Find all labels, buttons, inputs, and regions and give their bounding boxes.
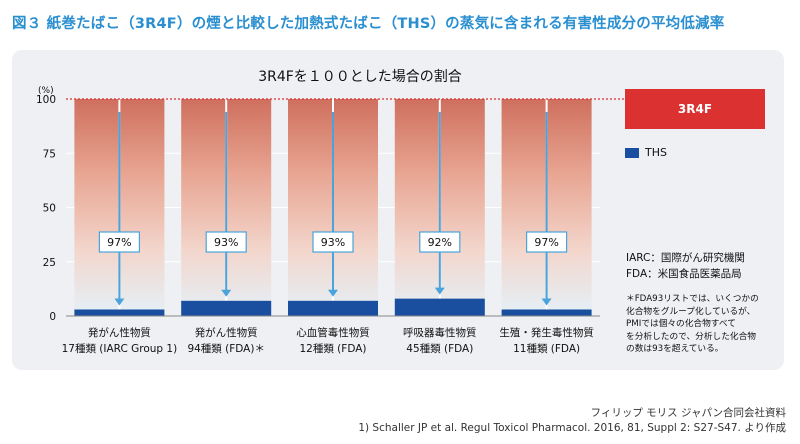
legend-3r4f-label: 3R4F	[677, 102, 713, 116]
x-category-sublabel: 11種類 (FDA)	[513, 342, 580, 355]
reduction-arrowhead	[221, 289, 232, 297]
reduction-label: 97%	[534, 236, 558, 249]
y-tick-label: 75	[43, 148, 56, 160]
y-tick-label: 0	[49, 311, 56, 323]
reduction-arrowhead	[541, 298, 552, 306]
reduction-arrowhead	[434, 287, 445, 295]
bar-ths	[288, 300, 378, 316]
reduction-label: 93%	[321, 236, 345, 249]
legend-3r4f: 3R4F	[625, 89, 765, 129]
reduction-label-box	[312, 231, 354, 253]
chart-title: 3R4Fを１００とした場合の割合	[258, 69, 462, 85]
abbreviation-iarc: IARC：国際がん研究機関	[626, 252, 745, 264]
x-category-sublabel: 17種類 (IARC Group 1)	[62, 342, 178, 355]
x-category-label: 呼吸器毒性物質	[403, 326, 477, 339]
x-category-label: 生殖・発生毒性物質	[499, 326, 594, 339]
reduction-label-box	[525, 231, 568, 253]
source-line: 1) Schaller JP et al. Regul Toxicol Phar…	[358, 422, 786, 434]
footnote-line: を分析したので、分析した化合物	[626, 331, 756, 342]
abbreviations: IARC：国際がん研究機関 FDA：米国食品医薬品局	[626, 250, 745, 282]
reduction-label: 93%	[214, 236, 238, 249]
bar-ths	[181, 300, 272, 316]
y-tick-label: 25	[43, 257, 56, 269]
reduction-label-box	[205, 231, 247, 253]
footnote-line: PMIでは個々の化合物すべて	[626, 319, 736, 329]
y-tick-label: 50	[43, 203, 56, 215]
reduction-arrowhead	[114, 298, 125, 306]
y-axis-unit: (%)	[38, 86, 54, 96]
x-category-label: 心血管毒性物質	[296, 326, 370, 339]
footnote: ＊FDA93リストでは、いくつかの 化合物をグループ化しているが、 PMIでは個…	[626, 293, 759, 356]
reduction-label: 97%	[107, 236, 131, 249]
x-category-label: 発がん性物質	[195, 326, 258, 339]
footnote-line: 化合物をグループ化しているが、	[626, 306, 756, 317]
x-category-label: 発がん性物質	[88, 326, 151, 339]
x-category-sublabel: 45種類 (FDA)	[406, 342, 473, 355]
footnote-line: ＊FDA93リストでは、いくつかの	[626, 294, 759, 304]
source-credit: フィリップ モリス ジャパン合同会社資料 1) Schaller JP et a…	[358, 406, 786, 436]
x-category-sublabel: 94種類 (FDA)＊	[187, 342, 265, 355]
reduction-label: 92%	[428, 236, 452, 249]
bar-ths	[74, 309, 165, 316]
legend-ths-swatch	[625, 147, 639, 158]
bar-ths	[501, 309, 592, 316]
abbreviation-fda: FDA：米国食品医薬品局	[626, 268, 742, 280]
legend-ths: THS	[625, 146, 667, 159]
figure-title: 図３ 紙巻たばこ（3R4F）の煙と比較した加熱式たばこ（THS）の蒸気に含まれる…	[12, 16, 725, 32]
reduction-label-box	[98, 231, 141, 253]
source-line: フィリップ モリス ジャパン合同会社資料	[590, 407, 786, 419]
reduction-label-box	[419, 231, 461, 253]
legend-ths-label: THS	[645, 146, 667, 159]
x-category-sublabel: 12種類 (FDA)	[299, 342, 366, 355]
reduction-arrowhead	[328, 289, 338, 297]
bar-ths	[394, 298, 485, 316]
y-tick-label: 100	[36, 94, 56, 106]
footnote-line: の数は93を超えている。	[626, 344, 724, 354]
